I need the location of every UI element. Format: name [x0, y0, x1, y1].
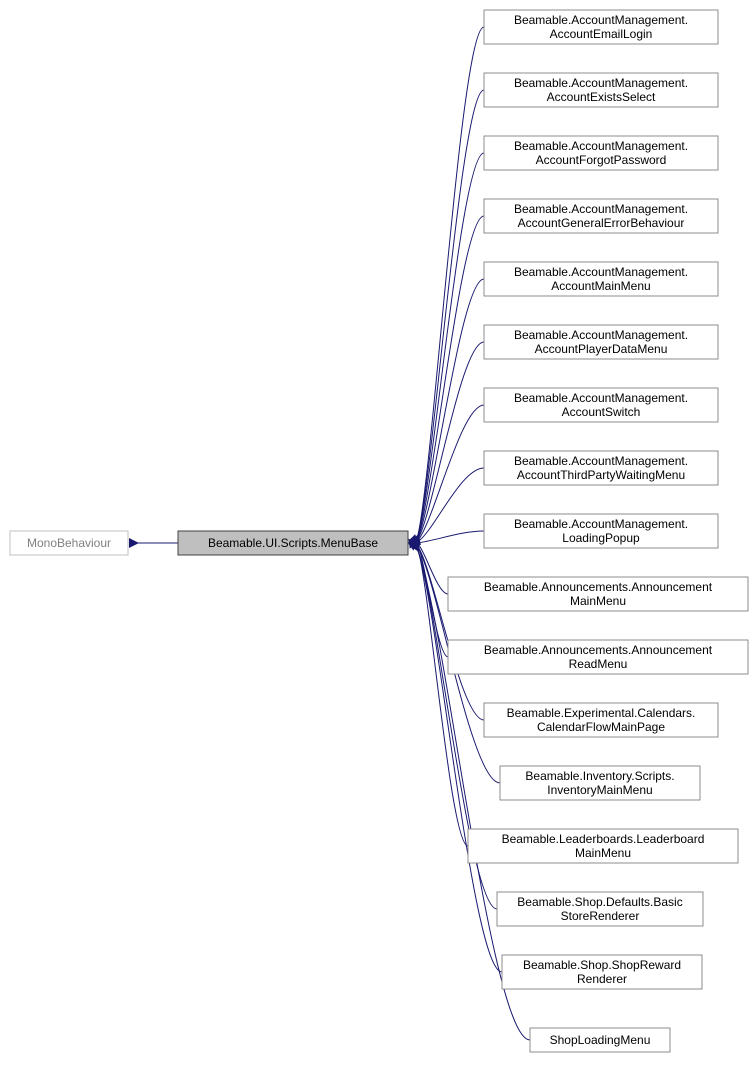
node-label-line: Beamable.AccountManagement. — [514, 517, 688, 531]
node-mono[interactable]: MonoBehaviour — [10, 531, 128, 555]
node-n4[interactable]: Beamable.AccountManagement.AccountMainMe… — [484, 262, 718, 296]
node-label-line: Beamable.AccountManagement. — [514, 76, 688, 90]
node-label-line: Beamable.AccountManagement. — [514, 13, 688, 27]
node-label-line: AccountSwitch — [562, 405, 641, 419]
node-n2[interactable]: Beamable.AccountManagement.AccountForgot… — [484, 136, 718, 170]
node-label-line: Beamable.UI.Scripts.MenuBase — [208, 536, 378, 550]
edge-n15-to-center — [418, 551, 502, 972]
edge-n1-to-center — [418, 90, 484, 535]
node-label-line: InventoryMainMenu — [547, 783, 652, 797]
node-label-line: Beamable.AccountManagement. — [514, 328, 688, 342]
node-label-line: MainMenu — [575, 846, 631, 860]
node-n10[interactable]: Beamable.Announcements.AnnouncementReadM… — [448, 640, 748, 674]
node-label-line: Beamable.AccountManagement. — [514, 454, 688, 468]
edge-n8-to-center — [418, 531, 484, 543]
node-label-line: StoreRenderer — [561, 909, 640, 923]
node-center[interactable]: Beamable.UI.Scripts.MenuBase — [178, 531, 408, 555]
node-label-line: Beamable.Leaderboards.Leaderboard — [502, 832, 705, 846]
node-label-line: AccountForgotPassword — [536, 153, 667, 167]
node-n8[interactable]: Beamable.AccountManagement.LoadingPopup — [484, 514, 718, 548]
node-label-line: Beamable.Experimental.Calendars. — [507, 706, 696, 720]
node-label-line: Renderer — [577, 972, 627, 986]
node-n5[interactable]: Beamable.AccountManagement.AccountPlayer… — [484, 325, 718, 359]
node-n6[interactable]: Beamable.AccountManagement.AccountSwitch — [484, 388, 718, 422]
node-n1[interactable]: Beamable.AccountManagement.AccountExists… — [484, 73, 718, 107]
node-n12[interactable]: Beamable.Inventory.Scripts.InventoryMain… — [500, 766, 700, 800]
node-n15[interactable]: Beamable.Shop.ShopRewardRenderer — [502, 955, 702, 989]
node-label-line: ShopLoadingMenu — [550, 1033, 651, 1047]
node-label-line: CalendarFlowMainPage — [537, 720, 665, 734]
node-n3[interactable]: Beamable.AccountManagement.AccountGenera… — [484, 199, 718, 233]
node-label-line: ReadMenu — [569, 657, 628, 671]
node-label-line: Beamable.AccountManagement. — [514, 202, 688, 216]
node-label-line: AccountExistsSelect — [547, 90, 656, 104]
node-n16[interactable]: ShopLoadingMenu — [530, 1028, 670, 1052]
edge-n5-to-center — [418, 342, 484, 539]
node-label-line: AccountThirdPartyWaitingMenu — [517, 468, 685, 482]
node-n13[interactable]: Beamable.Leaderboards.LeaderboardMainMen… — [468, 829, 738, 863]
node-label-line: Beamable.AccountManagement. — [514, 139, 688, 153]
node-label-line: Beamable.Shop.ShopReward — [523, 958, 681, 972]
node-label-line: Beamable.AccountManagement. — [514, 265, 688, 279]
node-n7[interactable]: Beamable.AccountManagement.AccountThirdP… — [484, 451, 718, 485]
node-label-line: MainMenu — [570, 594, 626, 608]
node-label-line: AccountMainMenu — [551, 279, 650, 293]
node-label-line: AccountEmailLogin — [550, 27, 653, 41]
node-n9[interactable]: Beamable.Announcements.AnnouncementMainM… — [448, 577, 748, 611]
node-label-line: Beamable.Announcements.Announcement — [484, 643, 713, 657]
node-n0[interactable]: Beamable.AccountManagement.AccountEmailL… — [484, 10, 718, 44]
edge-n10-to-center — [418, 545, 448, 657]
node-label-line: Beamable.Inventory.Scripts. — [525, 769, 674, 783]
node-n11[interactable]: Beamable.Experimental.Calendars.Calendar… — [484, 703, 718, 737]
node-label-line: AccountGeneralErrorBehaviour — [518, 216, 685, 230]
node-n14[interactable]: Beamable.Shop.Defaults.BasicStoreRendere… — [497, 892, 703, 926]
node-label-line: Beamable.AccountManagement. — [514, 391, 688, 405]
edge-n4-to-center — [418, 279, 484, 538]
node-label-line: Beamable.Shop.Defaults.Basic — [517, 895, 682, 909]
node-label-line: MonoBehaviour — [27, 536, 111, 550]
node-label-line: AccountPlayerDataMenu — [535, 342, 668, 356]
node-label-line: Beamable.Announcements.Announcement — [484, 580, 713, 594]
node-label-line: LoadingPopup — [562, 531, 640, 545]
